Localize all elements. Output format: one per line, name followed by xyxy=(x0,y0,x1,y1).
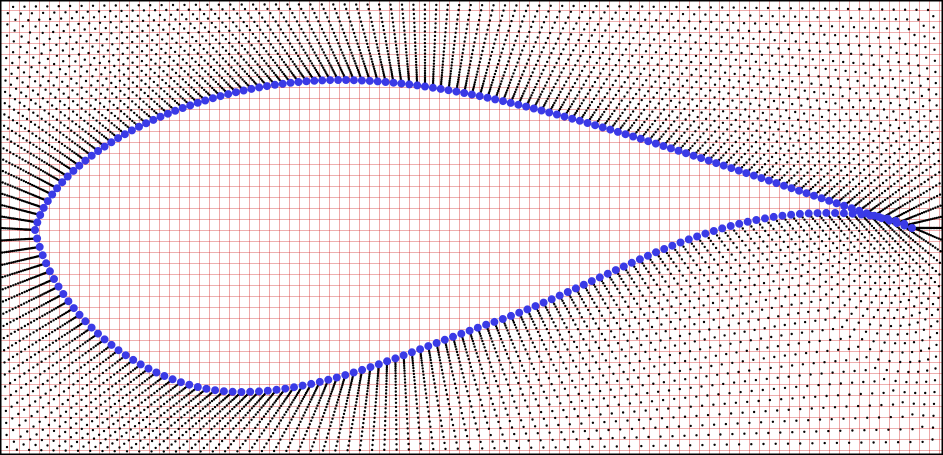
surface-node-points xyxy=(31,76,916,396)
airfoil-surface xyxy=(31,76,916,396)
